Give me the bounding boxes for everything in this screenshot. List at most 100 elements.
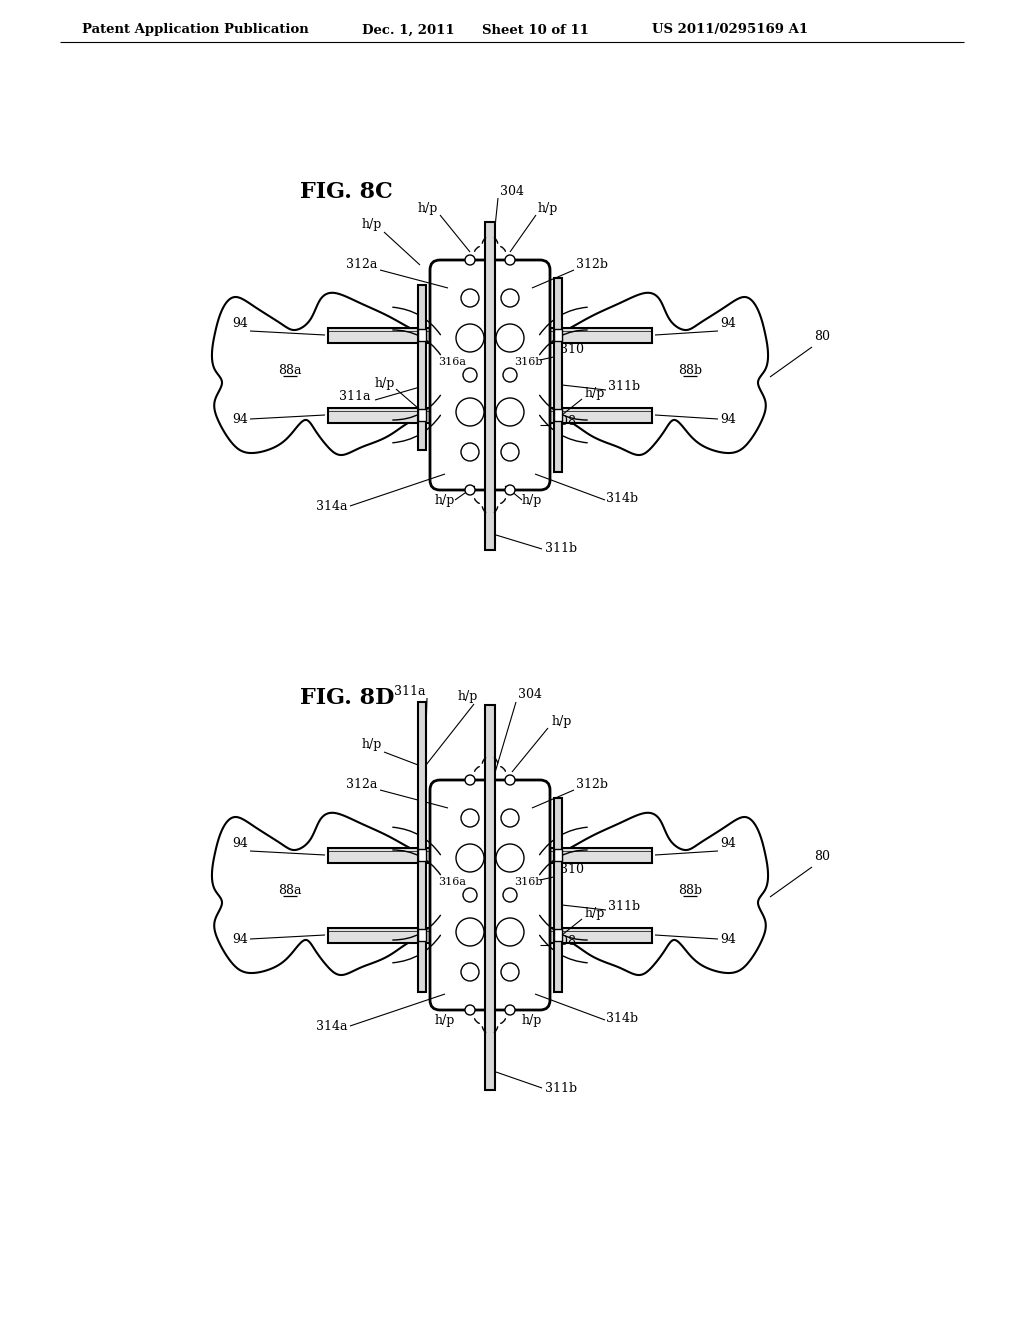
Circle shape: [463, 368, 477, 381]
Circle shape: [461, 444, 479, 461]
Text: 311a: 311a: [394, 685, 426, 698]
Bar: [554, 409, 562, 421]
Text: h/p: h/p: [522, 1014, 542, 1027]
Text: h/p: h/p: [375, 378, 395, 389]
Text: Patent Application Publication: Patent Application Publication: [82, 24, 309, 37]
Bar: [328, 327, 652, 342]
Text: h/p: h/p: [418, 202, 438, 215]
Text: 88b: 88b: [678, 883, 702, 896]
Text: h/p: h/p: [538, 202, 558, 215]
Text: 304: 304: [500, 185, 524, 198]
Circle shape: [505, 1005, 515, 1015]
Polygon shape: [534, 293, 768, 455]
Text: 310: 310: [560, 863, 584, 876]
Text: 94: 94: [720, 317, 736, 330]
Text: 311b: 311b: [608, 900, 640, 913]
Circle shape: [456, 917, 484, 946]
Circle shape: [461, 289, 479, 308]
Bar: [554, 279, 562, 473]
Bar: [328, 408, 652, 422]
Bar: [328, 847, 652, 862]
Text: 312a: 312a: [346, 257, 378, 271]
Text: 314b: 314b: [606, 492, 638, 506]
Circle shape: [496, 323, 524, 352]
Circle shape: [461, 809, 479, 828]
Circle shape: [505, 255, 515, 265]
Bar: [418, 702, 426, 993]
Text: 80: 80: [814, 330, 830, 343]
Bar: [418, 849, 426, 861]
Text: 304: 304: [518, 688, 542, 701]
Text: 80: 80: [814, 850, 830, 863]
Bar: [554, 799, 562, 993]
Text: 311a: 311a: [339, 389, 371, 403]
Circle shape: [505, 775, 515, 785]
Polygon shape: [534, 813, 768, 975]
Bar: [485, 705, 495, 1090]
Text: 311b: 311b: [545, 543, 578, 554]
Bar: [554, 929, 562, 941]
Polygon shape: [212, 293, 447, 455]
Circle shape: [465, 1005, 475, 1015]
Text: 314b: 314b: [606, 1012, 638, 1026]
Circle shape: [496, 843, 524, 873]
Text: 312b: 312b: [575, 257, 608, 271]
Text: 312a: 312a: [346, 777, 378, 791]
Circle shape: [461, 964, 479, 981]
Text: 311b: 311b: [545, 1082, 578, 1096]
Circle shape: [456, 399, 484, 426]
Text: h/p: h/p: [522, 494, 542, 507]
Bar: [418, 409, 426, 421]
Text: 88a: 88a: [279, 883, 302, 896]
Circle shape: [501, 964, 519, 981]
Circle shape: [501, 809, 519, 828]
Text: 94: 94: [720, 413, 736, 426]
Circle shape: [496, 917, 524, 946]
Text: 94: 94: [720, 933, 736, 946]
Text: Dec. 1, 2011: Dec. 1, 2011: [362, 24, 455, 37]
Bar: [418, 285, 426, 450]
Text: 316b: 316b: [514, 876, 543, 887]
Text: 314a: 314a: [316, 1020, 348, 1034]
FancyBboxPatch shape: [430, 780, 550, 1010]
Text: 308: 308: [552, 935, 575, 948]
Polygon shape: [212, 813, 447, 975]
Text: 316a: 316a: [438, 356, 466, 367]
Bar: [418, 929, 426, 941]
Text: h/p: h/p: [552, 715, 572, 729]
Text: h/p: h/p: [361, 218, 382, 231]
Text: US 2011/0295169 A1: US 2011/0295169 A1: [652, 24, 808, 37]
Circle shape: [501, 289, 519, 308]
Circle shape: [505, 484, 515, 495]
Text: 94: 94: [232, 413, 248, 426]
Text: 312b: 312b: [575, 777, 608, 791]
Text: 308: 308: [552, 414, 575, 428]
Text: 94: 94: [232, 933, 248, 946]
Circle shape: [465, 484, 475, 495]
Circle shape: [496, 399, 524, 426]
Text: 311b: 311b: [608, 380, 640, 393]
Circle shape: [456, 843, 484, 873]
Text: 310: 310: [560, 343, 584, 356]
Circle shape: [501, 444, 519, 461]
Text: Sheet 10 of 11: Sheet 10 of 11: [482, 24, 589, 37]
Circle shape: [503, 368, 517, 381]
FancyBboxPatch shape: [430, 260, 550, 490]
Bar: [554, 849, 562, 861]
Circle shape: [503, 888, 517, 902]
Circle shape: [463, 888, 477, 902]
Text: FIG. 8C: FIG. 8C: [300, 181, 393, 203]
Text: 316a: 316a: [438, 876, 466, 887]
Circle shape: [465, 255, 475, 265]
Bar: [328, 928, 652, 942]
Text: h/p: h/p: [458, 690, 478, 704]
Bar: [554, 329, 562, 341]
Text: 314a: 314a: [316, 500, 348, 513]
Text: FIG. 8D: FIG. 8D: [300, 686, 394, 709]
Text: 88b: 88b: [678, 363, 702, 376]
Text: 94: 94: [232, 317, 248, 330]
Circle shape: [456, 323, 484, 352]
Text: h/p: h/p: [361, 738, 382, 751]
Circle shape: [465, 775, 475, 785]
Text: 94: 94: [232, 837, 248, 850]
